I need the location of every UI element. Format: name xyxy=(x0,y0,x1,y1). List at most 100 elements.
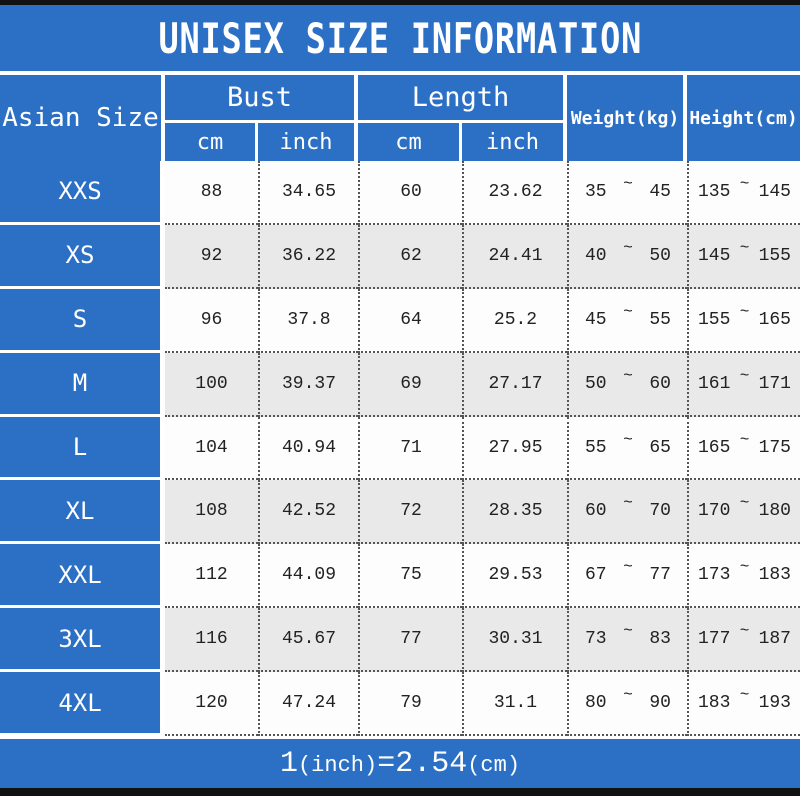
bust-inch-value: 37.8 xyxy=(258,288,358,353)
tilde-separator-icon: ~ xyxy=(739,366,750,385)
weight-range: 80 ~ 90 xyxy=(567,672,687,737)
bust-cm-value: 120 xyxy=(165,672,258,737)
title-bar: UNISEX SIZE INFORMATION xyxy=(0,5,800,75)
length-inch-value: 24.41 xyxy=(462,224,567,289)
weight-max-value: 45 xyxy=(649,181,671,202)
weight-range: 45 ~ 55 xyxy=(567,288,687,353)
bust-cm-value: 88 xyxy=(165,161,258,225)
bust-cm-value: 96 xyxy=(165,288,258,353)
tilde-separator-icon: ~ xyxy=(739,238,750,257)
tilde-separator-icon: ~ xyxy=(739,174,750,193)
height-min-value: 173 xyxy=(698,565,731,586)
weight-min-value: 60 xyxy=(585,501,607,522)
height-max-value: 193 xyxy=(758,693,791,714)
bust-inch-value: 36.22 xyxy=(258,224,358,289)
bust-inch-value: 42.52 xyxy=(258,480,358,545)
size-label: M xyxy=(0,352,165,417)
page-title: UNISEX SIZE INFORMATION xyxy=(158,13,642,63)
tilde-separator-icon: ~ xyxy=(623,366,633,385)
tilde-separator-icon: ~ xyxy=(739,558,750,577)
weight-min-value: 80 xyxy=(585,693,607,714)
length-cm-value: 72 xyxy=(358,480,462,545)
length-inch-value: 31.1 xyxy=(462,672,567,737)
length-inch-value: 25.2 xyxy=(462,288,567,353)
height-min-value: 135 xyxy=(698,181,731,202)
weight-max-value: 70 xyxy=(649,501,671,522)
size-label: XXS xyxy=(0,161,165,225)
length-inch-value: 27.17 xyxy=(462,352,567,417)
tilde-separator-icon: ~ xyxy=(623,430,633,449)
height-range: 155 ~ 165 xyxy=(687,288,800,353)
tilde-separator-icon: ~ xyxy=(623,494,633,513)
weight-min-value: 55 xyxy=(585,437,607,458)
size-label: L xyxy=(0,416,165,481)
height-max-value: 165 xyxy=(758,309,791,330)
height-max-value: 187 xyxy=(758,629,791,650)
length-inch-value: 28.35 xyxy=(462,480,567,545)
tilde-separator-icon: ~ xyxy=(623,238,633,257)
height-min-value: 170 xyxy=(698,501,731,522)
header-asian-size: Asian Size xyxy=(0,75,165,161)
tilde-separator-icon: ~ xyxy=(739,622,750,641)
length-cm-value: 79 xyxy=(358,672,462,737)
weight-range: 60 ~ 70 xyxy=(567,480,687,545)
header-length: Length xyxy=(358,75,567,123)
weight-range: 67 ~ 77 xyxy=(567,544,687,609)
table-row: XS 92 36.22 62 24.41 40 ~ 50 145 ~ 155 xyxy=(0,224,800,289)
table-row: XXL 112 44.09 75 29.53 67 ~ 77 173 ~ 183 xyxy=(0,544,800,609)
height-min-value: 155 xyxy=(698,309,731,330)
tilde-separator-icon: ~ xyxy=(739,302,750,321)
weight-range: 40 ~ 50 xyxy=(567,224,687,289)
height-min-value: 145 xyxy=(698,245,731,266)
bust-inch-value: 39.37 xyxy=(258,352,358,417)
length-cm-value: 75 xyxy=(358,544,462,609)
weight-min-value: 40 xyxy=(585,245,607,266)
weight-max-value: 90 xyxy=(649,693,671,714)
size-label: 4XL xyxy=(0,672,165,737)
bust-inch-value: 44.09 xyxy=(258,544,358,609)
footer-cm-label: (cm) xyxy=(467,753,521,778)
footer-note: 1 (inch) =2.54 (cm) xyxy=(0,739,800,788)
height-max-value: 145 xyxy=(758,181,791,202)
header-bust-cm: cm xyxy=(165,123,258,161)
weight-max-value: 65 xyxy=(649,437,671,458)
bust-cm-value: 104 xyxy=(165,416,258,481)
bust-cm-value: 92 xyxy=(165,224,258,289)
tilde-separator-icon: ~ xyxy=(623,686,633,705)
size-label: XL xyxy=(0,480,165,545)
tilde-separator-icon: ~ xyxy=(623,302,633,321)
length-inch-value: 30.31 xyxy=(462,608,567,673)
weight-min-value: 50 xyxy=(585,373,607,394)
bust-cm-value: 100 xyxy=(165,352,258,417)
header-weight: Weight(kg) xyxy=(567,75,687,161)
table-row: XXS 88 34.65 60 23.62 35 ~ 45 135 ~ 145 xyxy=(0,161,800,225)
table-row: S 96 37.8 64 25.2 45 ~ 55 155 ~ 165 xyxy=(0,288,800,353)
length-cm-value: 77 xyxy=(358,608,462,673)
table-body: XXS 88 34.65 60 23.62 35 ~ 45 135 ~ 145 … xyxy=(0,161,800,737)
height-range: 183 ~ 193 xyxy=(687,672,800,737)
size-label: 3XL xyxy=(0,608,165,673)
height-range: 173 ~ 183 xyxy=(687,544,800,609)
length-cm-value: 71 xyxy=(358,416,462,481)
weight-range: 50 ~ 60 xyxy=(567,352,687,417)
height-range: 145 ~ 155 xyxy=(687,224,800,289)
height-range: 170 ~ 180 xyxy=(687,480,800,545)
tilde-separator-icon: ~ xyxy=(739,494,750,513)
height-min-value: 165 xyxy=(698,437,731,458)
header-bust: Bust xyxy=(165,75,358,123)
length-cm-value: 60 xyxy=(358,161,462,225)
table-row: L 104 40.94 71 27.95 55 ~ 65 165 ~ 175 xyxy=(0,416,800,481)
top-border xyxy=(0,0,800,5)
weight-max-value: 50 xyxy=(649,245,671,266)
weight-max-value: 77 xyxy=(649,565,671,586)
bottom-border xyxy=(0,788,800,796)
bust-inch-value: 34.65 xyxy=(258,161,358,225)
table-row: M 100 39.37 69 27.17 50 ~ 60 161 ~ 171 xyxy=(0,352,800,417)
weight-range: 55 ~ 65 xyxy=(567,416,687,481)
tilde-separator-icon: ~ xyxy=(623,558,633,577)
footer-inch-label: (inch) xyxy=(297,753,378,778)
bust-cm-value: 112 xyxy=(165,544,258,609)
length-cm-value: 62 xyxy=(358,224,462,289)
height-min-value: 177 xyxy=(698,629,731,650)
